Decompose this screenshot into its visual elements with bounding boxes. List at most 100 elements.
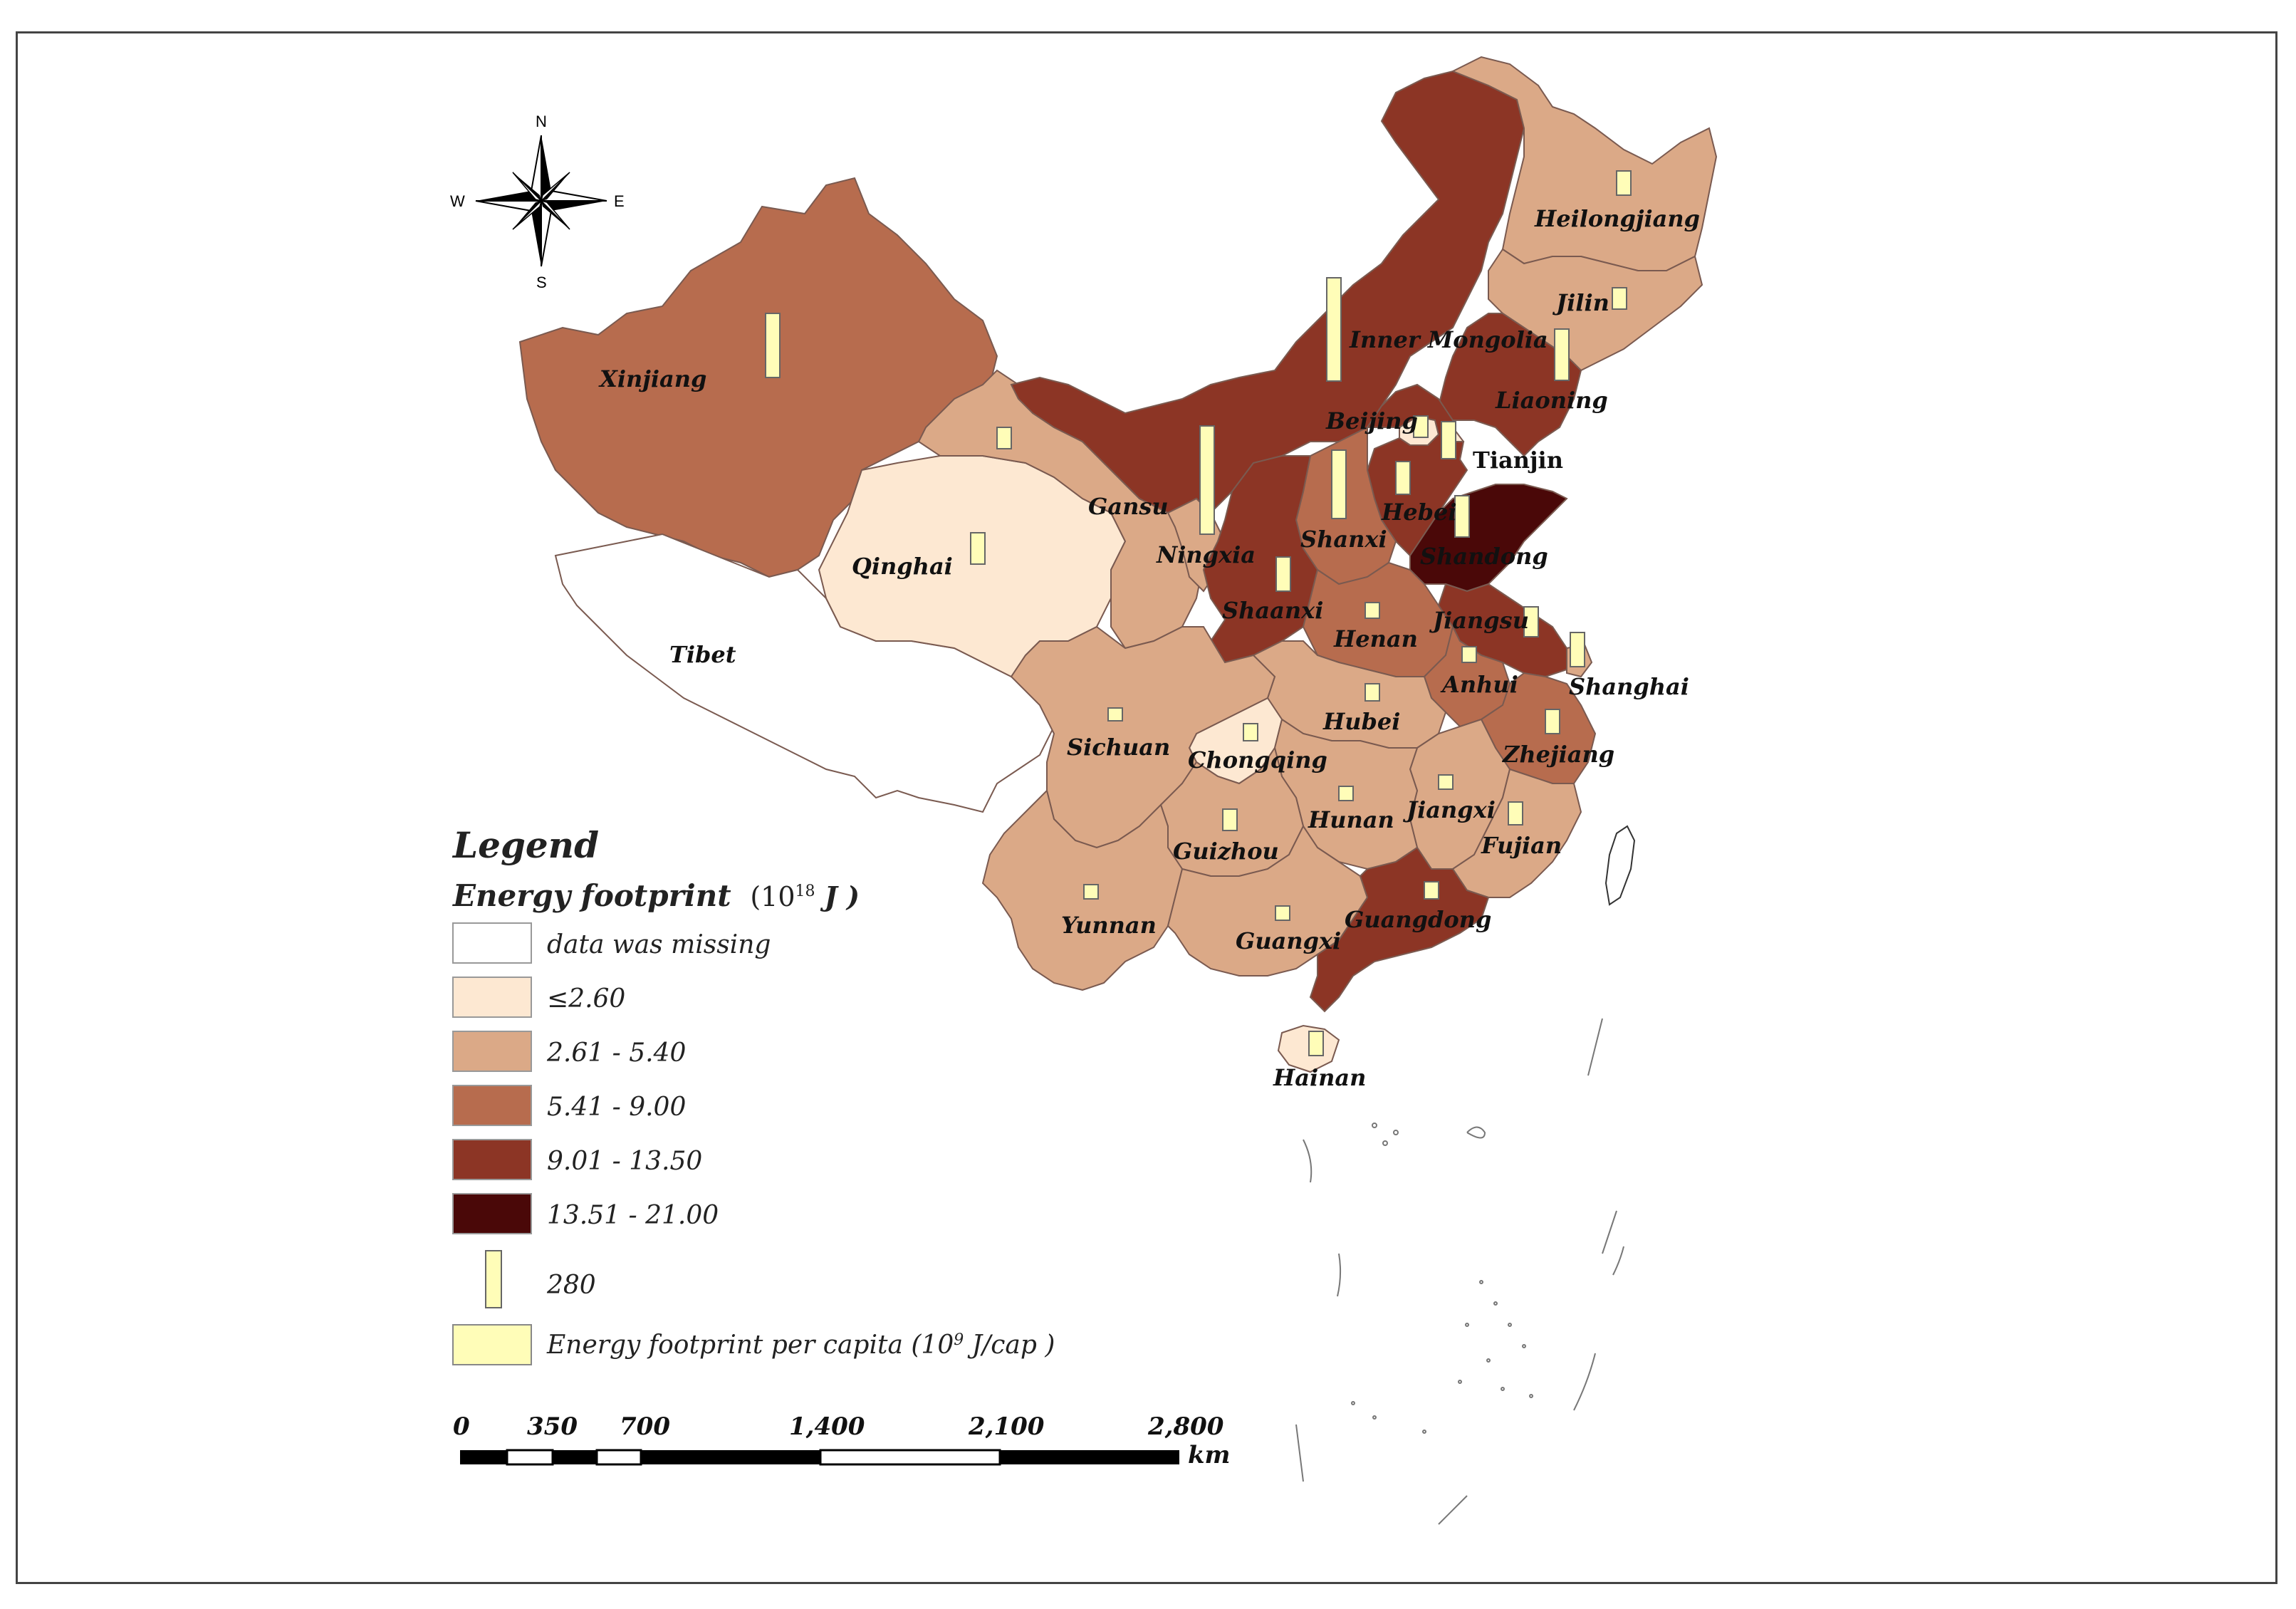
legend-per-capita-exp: 9 [954, 1331, 964, 1349]
bar-hubei [1364, 683, 1380, 702]
taiwan-outline [1604, 825, 1636, 906]
bar-hunan [1338, 786, 1354, 801]
legend-subtitle-exp: 18 [795, 882, 815, 900]
legend-swatch-class4 [452, 1139, 532, 1180]
south-china-sea-islands [1295, 1018, 1624, 1525]
scale-tick-4: 2,100 [968, 1412, 1045, 1441]
scale-seg-6 [819, 1449, 1001, 1466]
scale-tick-3: 1,400 [789, 1412, 865, 1441]
label-shandong: Shandong [1420, 543, 1548, 570]
province-guangdong[interactable] [1309, 846, 1490, 1013]
label-hebei: Hebei [1381, 499, 1456, 526]
bar-guizhou [1222, 808, 1238, 831]
legend-label-class1: ≤2.60 [547, 984, 625, 1014]
scale-unit: km [1188, 1441, 1231, 1469]
compass-s-label: S [536, 274, 547, 291]
province-tibet[interactable] [554, 533, 1055, 813]
legend-label-class2: 2.61 - 5.40 [546, 1038, 686, 1068]
scale-tick-0: 0 [453, 1412, 470, 1441]
legend-swatch-per-capita [452, 1324, 532, 1365]
label-gansu: Gansu [1088, 493, 1169, 520]
legend-swatch-class5 [452, 1193, 532, 1234]
legend: Legend Energy footprint (1018 J ) data w… [452, 824, 1055, 1365]
bar-anhui [1461, 646, 1477, 663]
legend-label-class4: 9.01 - 13.50 [547, 1147, 702, 1176]
legend-per-capita-tail: J/cap ) [964, 1331, 1055, 1360]
bar-heilongjiang [1616, 170, 1632, 196]
label-zhejiang: Zhejiang [1501, 741, 1614, 768]
compass-rose-icon: N S E W [450, 113, 625, 291]
bar-jilin [1612, 287, 1627, 310]
bar-ningxia [1199, 425, 1215, 535]
compass-n-label: N [536, 113, 547, 130]
bar-qinghai [970, 532, 986, 565]
scale-tick-5: 2,800 [1147, 1412, 1224, 1441]
label-tianjin: Tianjin [1473, 447, 1563, 474]
bar-shandong [1454, 495, 1470, 538]
legend-subtitle-unit: (10 [750, 881, 795, 912]
label-ningxia: Ningxia [1156, 541, 1256, 568]
legend-item-class5: 13.51 - 21.00 [452, 1193, 719, 1234]
bar-guangdong [1424, 881, 1439, 900]
legend-label-missing: data was missing [547, 930, 771, 959]
province-fujian[interactable] [1451, 768, 1582, 898]
label-shanxi: Shanxi [1300, 526, 1387, 553]
legend-swatch-missing [452, 922, 532, 964]
legend-swatch-class1 [452, 977, 532, 1018]
label-anhui: Anhui [1440, 671, 1518, 698]
bar-shaanxi [1275, 556, 1291, 592]
legend-item-bar: 280 [485, 1250, 596, 1308]
label-inner-mongolia: Inner Mongolia [1349, 326, 1548, 353]
bar-henan [1364, 602, 1380, 619]
legend-subtitle-tail: J ) [815, 880, 860, 912]
compass-w-label: W [450, 192, 465, 210]
compass-e-label: E [614, 192, 625, 210]
label-jiangsu: Jiangsu [1429, 607, 1529, 634]
province-label-layer: Xinjiang Tibet Qinghai Gansu Inner Mongo… [598, 205, 1700, 1091]
label-guizhou: Guizhou [1173, 838, 1279, 865]
bar-shanghai [1570, 632, 1585, 667]
label-hubei: Hubei [1322, 708, 1400, 735]
bar-jiangsu [1523, 606, 1539, 637]
bar-zhejiang [1545, 709, 1560, 734]
scale-seg-3 [553, 1450, 597, 1464]
legend-per-capita-text: Energy footprint per capita (10 [546, 1331, 954, 1360]
scale-bar: 0 350 700 1,400 2,100 2,800 km [453, 1412, 1231, 1469]
label-xinjiang: Xinjiang [598, 365, 706, 392]
label-liaoning: Liaoning [1495, 387, 1608, 414]
scale-seg-4 [595, 1449, 642, 1466]
legend-item-class4: 9.01 - 13.50 [452, 1139, 702, 1180]
legend-bar-value: 280 [546, 1271, 596, 1300]
legend-item-class3: 5.41 - 9.00 [452, 1085, 686, 1126]
legend-swatch-class2 [452, 1031, 532, 1072]
bar-shanxi [1331, 449, 1347, 519]
bar-fujian [1508, 801, 1523, 826]
bar-liaoning [1554, 328, 1570, 381]
label-hunan: Hunan [1308, 806, 1394, 833]
legend-subtitle: Energy footprint (1018 J ) [452, 878, 860, 913]
legend-item-class1: ≤2.60 [452, 977, 625, 1018]
bar-hebei [1395, 461, 1411, 495]
label-shaanxi: Shaanxi [1222, 597, 1323, 624]
label-beijing: Beijing [1325, 407, 1418, 434]
label-hainan: Hainan [1273, 1064, 1366, 1091]
label-jiangxi: Jiangxi [1402, 796, 1496, 823]
province-yunnan[interactable] [981, 789, 1184, 991]
label-qinghai: Qinghai [852, 553, 953, 580]
legend-subtitle-text: Energy footprint [452, 878, 731, 913]
label-chongqing: Chongqing [1188, 746, 1327, 774]
bar-tianjin [1441, 421, 1456, 459]
legend-item-missing: data was missing [452, 922, 771, 964]
label-henan: Henan [1333, 625, 1418, 652]
bar-guangxi [1275, 905, 1290, 921]
label-shanghai: Shanghai [1569, 673, 1689, 700]
bar-xinjiang [765, 313, 781, 378]
scale-tick-2: 700 [620, 1412, 670, 1441]
scale-tick-1: 350 [527, 1412, 578, 1441]
map-frame [16, 31, 2277, 1584]
province-shaanxi[interactable] [1202, 455, 1319, 664]
label-tibet: Tibet [669, 641, 736, 668]
bar-inner-mongolia [1326, 277, 1342, 382]
label-jilin: Jilin [1552, 289, 1609, 316]
